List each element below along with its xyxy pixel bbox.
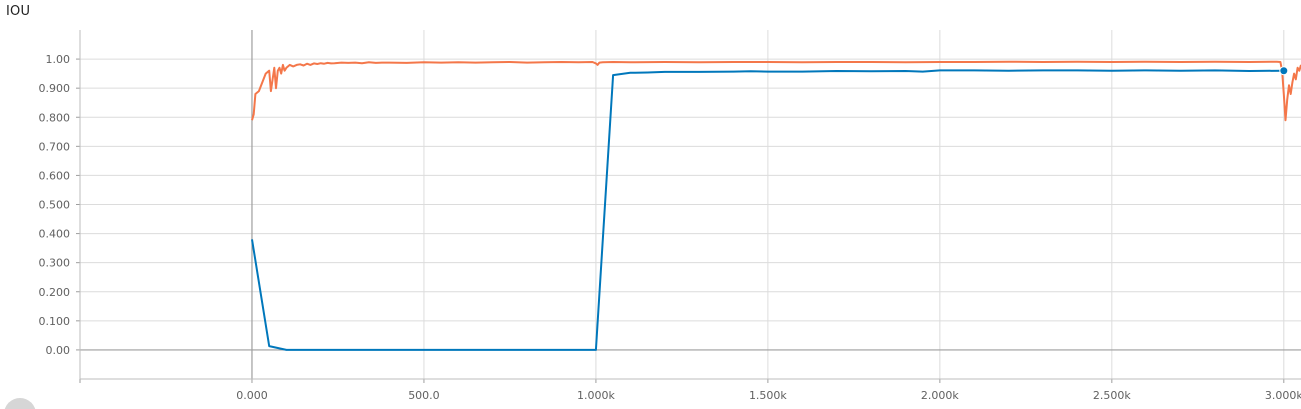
y-tick-label: 0.600 <box>39 169 71 182</box>
x-tick-label: 2.000k <box>921 389 959 402</box>
axes <box>76 30 1301 383</box>
y-tick-label: 0.200 <box>39 286 71 299</box>
x-tick-label: 3.000k <box>1265 389 1301 402</box>
tick-labels: 0.000 500.0 1.000k 1.500k 2.000k 2.500k 3.000k… <box>39 53 1301 402</box>
y-tick-label: 1.00 <box>46 53 71 66</box>
y-tick-label: 0.500 <box>39 199 71 212</box>
y-tick-label: 0.700 <box>39 140 71 153</box>
series-line-1 <box>251 60 1301 122</box>
x-tick-label: 0.000 <box>236 389 268 402</box>
x-tick-label: 2.500k <box>1093 389 1131 402</box>
y-tick-label: 0.00 <box>46 344 71 357</box>
x-tick-label: 500.0 <box>408 389 440 402</box>
y-tick-label: 0.900 <box>39 82 71 95</box>
y-tick-label: 0.300 <box>39 257 71 270</box>
y-tick-label: 0.400 <box>39 228 71 241</box>
corner-avatar-button[interactable] <box>4 398 36 409</box>
y-tick-label: 0.800 <box>39 111 71 124</box>
y-tick-label: 0.100 <box>39 315 71 328</box>
series-lines <box>251 60 1301 351</box>
series-line-2 <box>251 69 1284 351</box>
markers <box>1279 66 1289 76</box>
x-tick-label: 1.000k <box>577 389 615 402</box>
x-tick-label: 1.500k <box>749 389 787 402</box>
chart-title: IOU <box>6 4 31 19</box>
grid <box>80 30 1301 379</box>
highlight-point[interactable] <box>1279 66 1289 76</box>
